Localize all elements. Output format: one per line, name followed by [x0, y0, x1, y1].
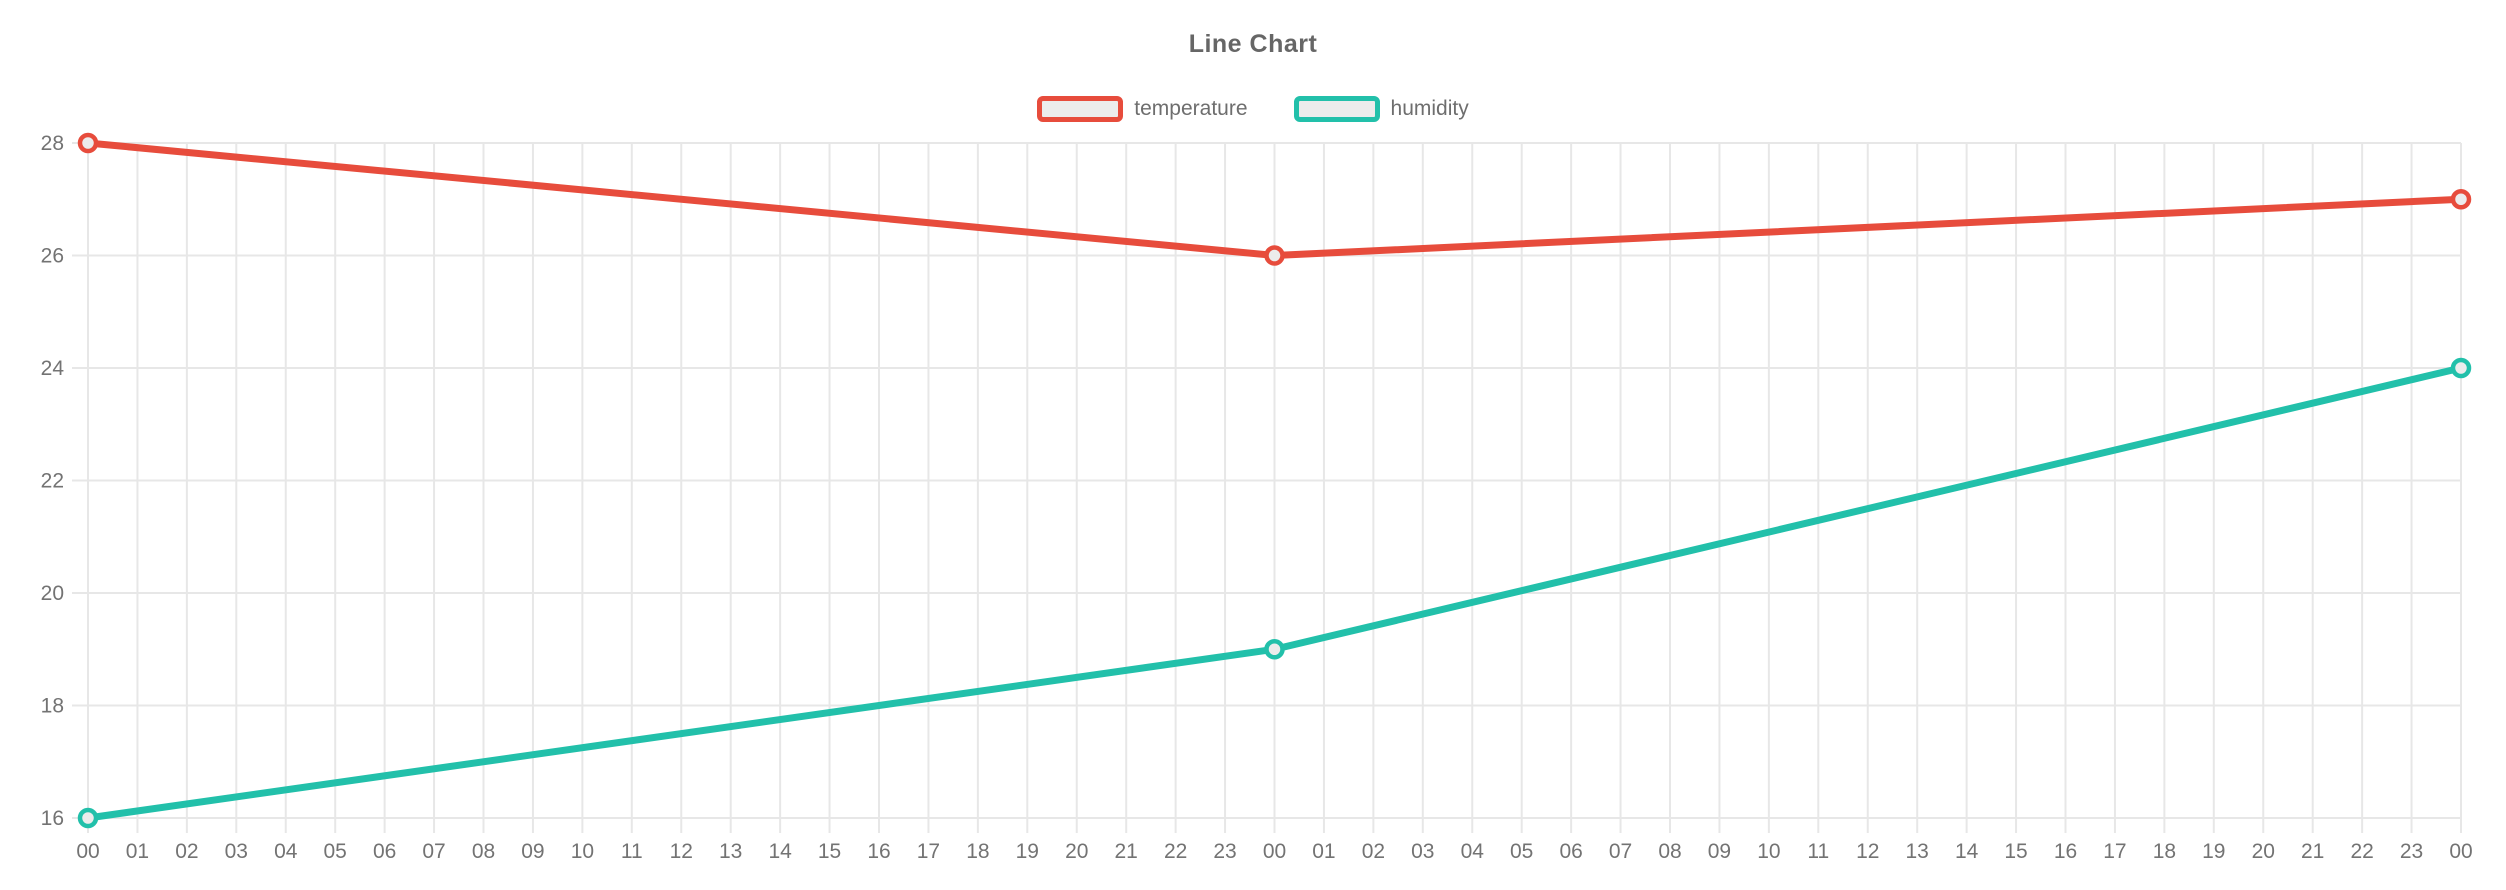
- x-tick-label: 21: [2301, 840, 2324, 863]
- x-tick-label: 19: [2202, 840, 2225, 863]
- x-tick-label: 01: [1312, 840, 1335, 863]
- x-tick-label: 00: [76, 840, 99, 863]
- legend-item-humidity[interactable]: humidity: [1293, 96, 1469, 122]
- x-tick-label: 19: [1016, 840, 1039, 863]
- x-tick-label: 06: [373, 840, 396, 863]
- x-tick-label: 20: [2252, 840, 2275, 863]
- x-tick-label: 11: [621, 840, 643, 863]
- data-point-marker-temperature[interactable]: [77, 132, 99, 154]
- x-tick-label: 23: [2400, 840, 2423, 863]
- data-point-marker-temperature[interactable]: [1264, 245, 1285, 266]
- x-gridlines: [87, 143, 2462, 833]
- x-tick-label: 13: [1906, 840, 1929, 863]
- legend-label-temperature: temperature: [1134, 97, 1248, 120]
- data-point-marker-temperature[interactable]: [2450, 189, 2472, 210]
- y-tick-label: 22: [41, 470, 64, 493]
- x-tick-label: 01: [126, 840, 149, 863]
- x-tick-label: 03: [1411, 840, 1434, 863]
- x-tick-label: 22: [2350, 840, 2373, 863]
- x-axis-labels: 00 01 02 03 04 05 06 07 08 09 10 11 12 13 14 15 16 17 18 19…: [76, 840, 2472, 863]
- x-tick-label: 18: [966, 840, 989, 863]
- legend-item-temperature[interactable]: temperature: [1037, 96, 1248, 122]
- x-tick-label: 03: [225, 840, 248, 863]
- x-tick-label: 04: [1461, 840, 1485, 863]
- x-tick-label: 15: [818, 840, 841, 863]
- x-tick-label: 23: [1213, 840, 1236, 863]
- y-tick-label: 24: [41, 357, 65, 380]
- y-axis-labels: 28 26 24 22 20 18 16: [41, 132, 65, 830]
- x-tick-label: 05: [324, 840, 347, 863]
- x-tick-label: 02: [175, 840, 198, 863]
- x-tick-label: 14: [1955, 840, 1979, 863]
- legend-label-humidity: humidity: [1390, 97, 1469, 120]
- x-tick-label: 04: [274, 840, 298, 863]
- x-tick-label: 16: [2054, 840, 2077, 863]
- x-tick-label: 06: [1559, 840, 1582, 863]
- legend-swatch-temperature-icon: [1037, 96, 1124, 122]
- x-tick-label: 14: [768, 840, 792, 863]
- x-tick-label: 05: [1510, 840, 1533, 863]
- x-tick-label: 20: [1065, 840, 1088, 863]
- x-tick-label: 09: [521, 840, 544, 863]
- y-gridlines: [72, 142, 2461, 819]
- x-tick-label: 00: [2449, 840, 2472, 863]
- y-tick-label: 18: [41, 695, 64, 718]
- x-tick-label: 16: [867, 840, 890, 863]
- x-tick-label: 07: [1609, 840, 1632, 863]
- data-point-marker-humidity[interactable]: [2450, 357, 2472, 379]
- x-tick-label: 21: [1115, 840, 1138, 863]
- x-tick-label: 07: [422, 840, 445, 863]
- x-tick-label: 13: [719, 840, 742, 863]
- y-tick-label: 26: [41, 245, 64, 268]
- x-tick-label: 11: [1807, 840, 1829, 863]
- chart-legend: temperature humidity: [0, 96, 2506, 122]
- x-tick-label: 17: [917, 840, 940, 863]
- data-point-marker-humidity[interactable]: [1264, 639, 1285, 660]
- x-tick-label: 12: [670, 840, 693, 863]
- y-tick-label: 28: [41, 132, 64, 155]
- data-point-marker-humidity[interactable]: [77, 807, 99, 829]
- x-tick-label: 10: [1757, 840, 1780, 863]
- x-tick-label: 02: [1362, 840, 1385, 863]
- x-tick-label: 17: [2103, 840, 2126, 863]
- x-tick-label: 18: [2153, 840, 2176, 863]
- y-tick-label: 20: [41, 582, 64, 605]
- x-tick-label: 12: [1856, 840, 1879, 863]
- x-tick-label: 08: [472, 840, 495, 863]
- legend-swatch-humidity-icon: [1293, 96, 1380, 122]
- x-tick-label: 22: [1164, 840, 1187, 863]
- x-tick-label: 10: [571, 840, 594, 863]
- chart-title: Line Chart: [1188, 30, 1318, 58]
- x-tick-label: 00: [1263, 840, 1286, 863]
- x-tick-label: 09: [1708, 840, 1731, 863]
- x-tick-label: 08: [1658, 840, 1681, 863]
- y-tick-label: 16: [41, 807, 64, 830]
- x-tick-label: 15: [2004, 840, 2027, 863]
